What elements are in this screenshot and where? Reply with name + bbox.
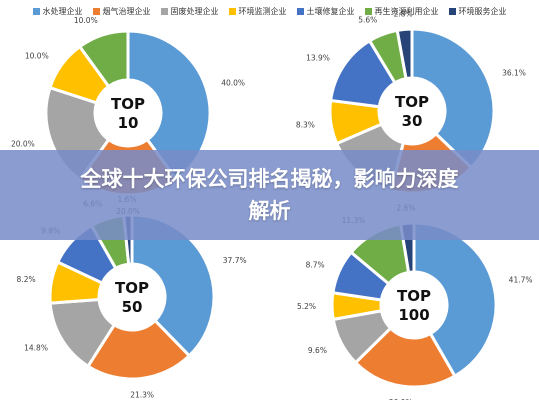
donut-hole <box>99 264 165 330</box>
legend-label: 环境服务企业 <box>458 6 507 16</box>
center-label: TOP <box>111 95 145 113</box>
legend-item: 水处理企业 <box>32 6 83 17</box>
slice-label: 20.0% <box>11 139 35 148</box>
donut-hole <box>381 272 447 338</box>
slice-label: 40.0% <box>221 79 245 88</box>
center-label: TOP <box>395 93 429 111</box>
slice-label: 8.3% <box>296 121 315 130</box>
donut-hole <box>379 78 445 144</box>
legend-swatch <box>92 7 100 15</box>
legend-swatch <box>228 7 236 15</box>
slice-label: 10.0% <box>25 51 49 60</box>
donut-hole <box>95 80 161 146</box>
slice-label: 13.9% <box>306 53 330 62</box>
slice-label: 5.6% <box>358 15 377 24</box>
slice-label: 36.1% <box>502 68 526 77</box>
legend-item: 再生资源利用企业 <box>364 6 439 17</box>
center-label: 30 <box>402 112 423 130</box>
legend-item: 烟气治理企业 <box>92 6 151 17</box>
legend-label: 水处理企业 <box>42 6 83 16</box>
banner-title-line-2: 解析 <box>248 199 291 223</box>
legend-swatch <box>296 7 304 15</box>
slice-label: 5.2% <box>297 302 316 311</box>
slice-label: 20.9% <box>389 398 413 400</box>
slice-label: 8.2% <box>17 275 36 284</box>
center-label: TOP <box>115 279 149 297</box>
legend-item: 环境监测企业 <box>228 6 287 17</box>
legend-item: 土壤修复企业 <box>296 6 355 17</box>
legend-label: 烟气治理企业 <box>102 6 151 16</box>
legend-label: 环境监测企业 <box>238 6 287 16</box>
legend-swatch <box>32 7 40 15</box>
slice-label: 14.8% <box>24 343 48 352</box>
center-label: TOP <box>397 287 431 305</box>
legend-label: 再生资源利用企业 <box>374 6 439 16</box>
legend-label: 土壤修复企业 <box>306 6 355 16</box>
banner-title-line-1: 全球十大环保公司排名揭秘，影响力深度 <box>80 167 459 191</box>
slice-label: 2.8% <box>394 9 413 18</box>
legend-swatch <box>364 7 372 15</box>
slice-label: 9.6% <box>308 346 327 355</box>
center-label: 50 <box>122 298 143 316</box>
slice-label: 8.7% <box>306 261 325 270</box>
legend-label: 固废处理企业 <box>170 6 219 16</box>
center-label: 100 <box>398 306 429 324</box>
legend-swatch <box>448 7 456 15</box>
slice-label: 41.7% <box>509 276 533 285</box>
slice-label: 21.3% <box>130 390 154 399</box>
title-banner: 全球十大环保公司排名揭秘，影响力深度 解析 <box>0 150 539 240</box>
center-label: 10 <box>118 114 139 132</box>
slice-label: 37.7% <box>223 256 247 265</box>
legend-swatch <box>160 7 168 15</box>
slice-label: 10.0% <box>74 16 98 25</box>
chart-legend: 水处理企业 烟气治理企业 固废处理企业 环境监测企业 土壤修复企业 再生资源利用企业 环境服… <box>0 0 539 22</box>
legend-item: 固废处理企业 <box>160 6 219 17</box>
slice-6 <box>77 29 130 89</box>
legend-item: 环境服务企业 <box>448 6 507 17</box>
